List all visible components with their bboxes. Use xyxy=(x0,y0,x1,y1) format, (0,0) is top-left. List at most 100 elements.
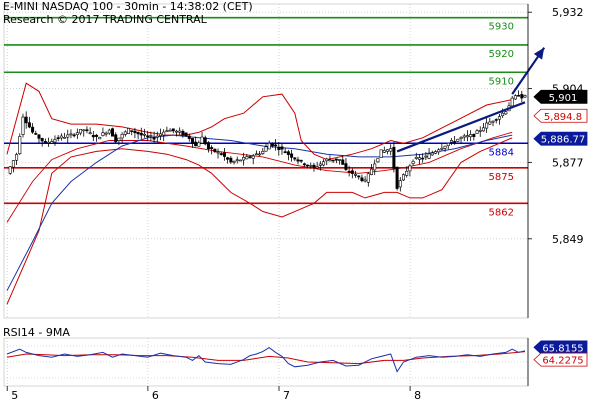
candle-body xyxy=(318,163,322,166)
candle-body xyxy=(465,135,469,138)
candle-body xyxy=(485,122,489,129)
level-lines: 5930 5920 5910 5884 5875 5862 xyxy=(4,16,528,218)
candle-body xyxy=(373,163,377,171)
candle-body xyxy=(149,135,153,137)
candle-body xyxy=(50,141,54,144)
candle-body xyxy=(459,136,463,140)
candle-body xyxy=(194,141,198,147)
candle-body xyxy=(453,141,457,143)
candle-body xyxy=(270,142,274,147)
candle-body xyxy=(370,168,374,175)
candle-body xyxy=(386,149,390,152)
x-tick-label: 8 xyxy=(414,389,421,400)
candle-body xyxy=(85,129,89,132)
candle-body xyxy=(392,146,396,169)
price-panel-frame xyxy=(3,3,529,319)
candle-body xyxy=(219,153,223,155)
candle-body xyxy=(517,94,521,97)
candle-body xyxy=(338,159,342,161)
candle-body xyxy=(312,164,316,168)
candle-body xyxy=(120,133,124,139)
candle-body xyxy=(334,158,338,161)
rsi-lines xyxy=(6,346,526,373)
bollinger-bands xyxy=(6,82,513,305)
x-tick-label: 6 xyxy=(152,389,159,400)
rsi-line xyxy=(6,346,526,373)
y-tick-label: 5,877 xyxy=(552,156,584,169)
candle-body xyxy=(75,132,79,135)
candle-body xyxy=(290,153,294,158)
candle-body xyxy=(446,142,450,146)
candle-body xyxy=(299,159,303,162)
candle-body xyxy=(56,137,60,139)
candle-body xyxy=(472,133,476,137)
candlesticks xyxy=(8,90,527,192)
candle-body xyxy=(242,157,246,161)
candle-body xyxy=(523,95,527,98)
candle-body xyxy=(302,163,306,166)
candle-body xyxy=(306,164,310,167)
candle-body xyxy=(232,160,236,163)
bollinger-middle-line xyxy=(6,131,513,223)
candle-body xyxy=(433,151,437,154)
value-badge xyxy=(533,352,588,367)
value-badges: 5,901 5,894.8 5,886.77 65.8155 64.2275 xyxy=(533,89,588,367)
candle-body xyxy=(344,163,348,170)
candle-body xyxy=(258,153,262,156)
candle-body xyxy=(389,148,393,152)
level-label: 5930 xyxy=(489,22,514,33)
candle-body xyxy=(504,111,508,115)
candle-body xyxy=(27,122,31,128)
candle-body xyxy=(424,155,428,158)
candle-body xyxy=(274,144,278,147)
candle-body xyxy=(331,159,335,162)
candle-body xyxy=(200,136,204,144)
candle-body xyxy=(354,174,358,176)
candle-body xyxy=(437,149,441,153)
candle-body xyxy=(475,130,479,134)
level-label: 5862 xyxy=(489,207,514,218)
candle-body xyxy=(174,130,178,133)
candle-body xyxy=(251,155,255,159)
candle-body xyxy=(184,132,188,137)
candle-body xyxy=(21,116,25,135)
candle-body xyxy=(296,159,300,162)
candle-body xyxy=(469,134,473,138)
candle-body xyxy=(152,137,156,140)
level-label: 5884 xyxy=(489,147,514,158)
value-badge-label: 5,894.8 xyxy=(544,112,582,123)
candle-body xyxy=(155,135,159,138)
candle-body xyxy=(206,142,210,150)
candle-body xyxy=(216,151,220,154)
rsi-ma-line xyxy=(6,351,526,365)
value-badge-label: 65.8155 xyxy=(542,343,583,354)
candle-body xyxy=(213,148,217,153)
candle-body xyxy=(449,140,453,143)
candle-body xyxy=(133,130,137,134)
candle-body xyxy=(178,130,182,133)
candle-body xyxy=(309,165,313,167)
level-label: 5910 xyxy=(489,76,514,87)
candle-body xyxy=(171,128,175,132)
candle-body xyxy=(31,126,35,133)
candle-body xyxy=(8,166,12,174)
candle-body xyxy=(181,130,185,136)
candle-body xyxy=(417,157,421,160)
candle-body xyxy=(107,129,111,134)
candle-body xyxy=(136,131,140,135)
candle-body xyxy=(443,145,447,149)
candle-body xyxy=(478,130,482,132)
candle-body xyxy=(139,132,143,136)
candle-body xyxy=(280,146,284,150)
candle-body xyxy=(414,157,418,159)
bollinger-lower-line xyxy=(6,137,513,305)
candle-body xyxy=(197,142,201,147)
candle-body xyxy=(130,130,134,132)
candle-body xyxy=(142,133,146,136)
candle-body xyxy=(95,134,99,137)
candle-body xyxy=(248,156,252,158)
candle-body xyxy=(146,135,150,138)
candle-body xyxy=(226,157,230,160)
price-grid xyxy=(3,3,529,319)
